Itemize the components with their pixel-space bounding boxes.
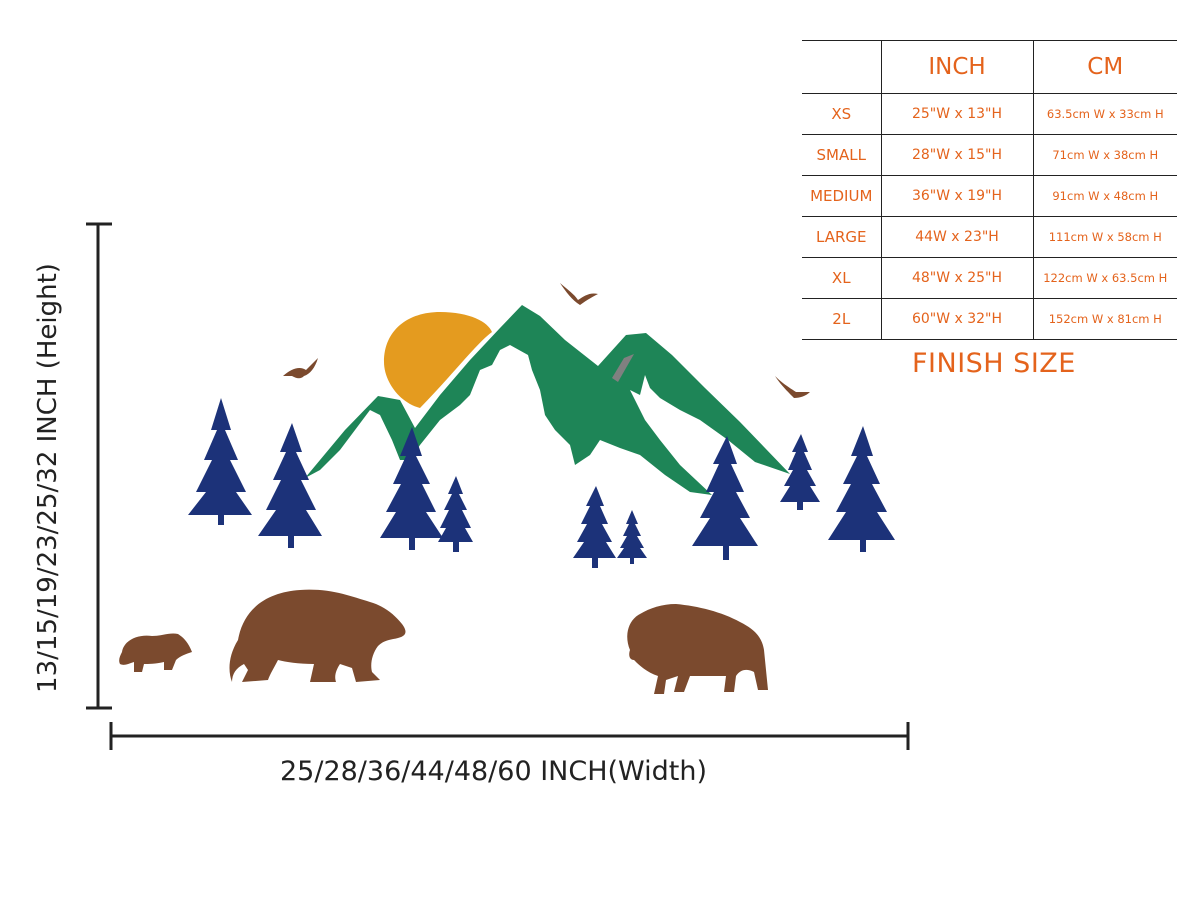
sun-shape: [384, 312, 492, 408]
size-inch: 44W x 23"H: [880, 216, 1033, 258]
table-row: XL 48"W x 25"H 122cm W x 63.5cm H: [802, 257, 1177, 299]
size-name: XL: [802, 257, 881, 299]
width-dimension-line: [109, 722, 910, 750]
size-name: XS: [802, 93, 881, 135]
header-empty: [802, 40, 881, 94]
pine-tree-7: [692, 436, 758, 560]
size-inch: 25"W x 13"H: [880, 93, 1033, 135]
size-cm: 111cm W x 58cm H: [1032, 216, 1177, 258]
bird-1: [283, 358, 318, 379]
pine-tree-6: [617, 510, 647, 564]
birds: [283, 283, 810, 398]
finish-size-label: FINISH SIZE: [912, 348, 1076, 379]
bear-cub: [119, 633, 192, 672]
table-row: XS 25"W x 13"H 63.5cm W x 33cm H: [802, 93, 1177, 135]
table-row: SMALL 28"W x 15"H 71cm W x 38cm H: [802, 134, 1177, 176]
bird-2: [560, 283, 598, 305]
height-dimension-label: 13/15/19/23/25/32 INCH (Height): [33, 263, 63, 693]
size-table: INCH CM XS 25"W x 13"H 63.5cm W x 33cm H…: [802, 40, 1177, 340]
pine-tree-3: [380, 427, 443, 550]
size-name: MEDIUM: [802, 175, 881, 217]
size-name: 2L: [802, 298, 881, 340]
pine-tree-8: [780, 434, 820, 510]
size-name: LARGE: [802, 216, 881, 258]
grizzly-bear: [229, 589, 406, 682]
size-cm: 152cm W x 81cm H: [1032, 298, 1177, 340]
pine-tree-4: [438, 476, 473, 552]
mountain-snow-patch: [612, 354, 634, 382]
pine-tree-2: [258, 423, 322, 548]
table-row: MEDIUM 36"W x 19"H 91cm W x 48cm H: [802, 175, 1177, 217]
width-dimension-label: 25/28/36/44/48/60 INCH(Width): [280, 756, 708, 787]
bird-3: [775, 376, 810, 398]
pine-tree-1: [188, 398, 252, 525]
size-inch: 60"W x 32"H: [880, 298, 1033, 340]
table-row: 2L 60"W x 32"H 152cm W x 81cm H: [802, 298, 1177, 340]
size-inch: 28"W x 15"H: [880, 134, 1033, 176]
size-cm: 91cm W x 48cm H: [1032, 175, 1177, 217]
size-cm: 71cm W x 38cm H: [1032, 134, 1177, 176]
height-dimension-line: [86, 222, 112, 710]
table-row: LARGE 44W x 23"H 111cm W x 58cm H: [802, 216, 1177, 258]
mountains-shape: [305, 305, 790, 495]
size-table-header-row: INCH CM: [802, 40, 1177, 94]
size-inch: 48"W x 25"H: [880, 257, 1033, 299]
pine-tree-5: [573, 486, 616, 568]
size-cm: 63.5cm W x 33cm H: [1032, 93, 1177, 135]
header-inch: INCH: [880, 40, 1033, 94]
pine-trees: [188, 398, 895, 568]
bison: [627, 604, 768, 694]
size-cm: 122cm W x 63.5cm H: [1032, 257, 1177, 299]
animals: [119, 589, 768, 694]
size-name: SMALL: [802, 134, 881, 176]
size-inch: 36"W x 19"H: [880, 175, 1033, 217]
header-cm: CM: [1032, 40, 1177, 94]
pine-tree-9: [828, 426, 895, 552]
